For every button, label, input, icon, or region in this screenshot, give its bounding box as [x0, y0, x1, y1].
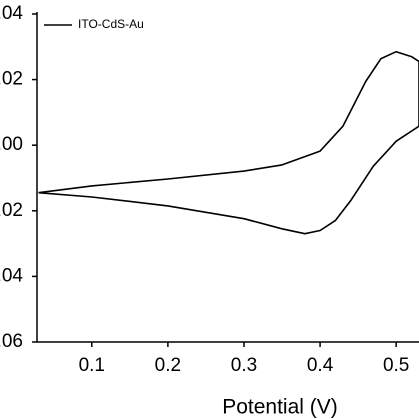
x-tick-label: 0.5 — [383, 355, 409, 376]
x-tick-label: 0.3 — [231, 355, 257, 376]
y-tick-label: -0.06 — [0, 331, 23, 352]
legend-label: ITO-CdS-Au — [78, 17, 144, 31]
x-tick-label: 0.2 — [155, 355, 181, 376]
y-tick-label: 0.02 — [0, 69, 23, 90]
y-tick-label: 0.04 — [0, 3, 23, 24]
data-line — [38, 50, 419, 235]
x-axis-label: Potential (V) — [222, 396, 338, 419]
x-tick-label: 0.4 — [307, 355, 334, 376]
x-tick-label: 0.1 — [79, 355, 105, 376]
y-tick-label: 0.00 — [0, 134, 23, 155]
y-tick-label: -0.02 — [0, 200, 23, 221]
y-tick-label: -0.04 — [0, 265, 23, 286]
